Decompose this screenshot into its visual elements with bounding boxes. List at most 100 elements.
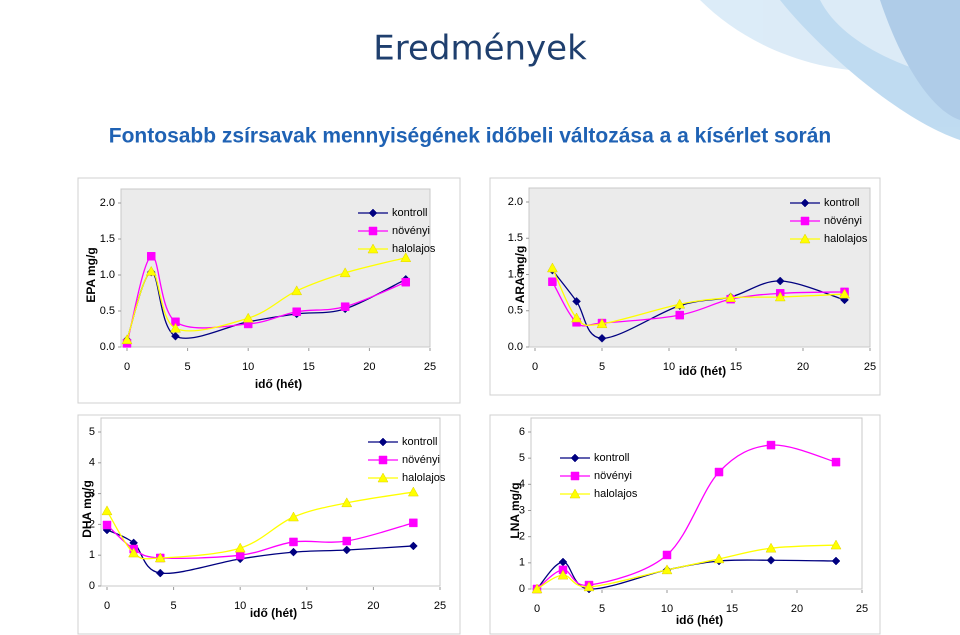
swoosh	[780, 0, 960, 140]
marker	[342, 536, 352, 546]
x-tick-label: 5	[185, 361, 191, 373]
y-tick-label: 6	[519, 426, 525, 438]
chart: 0 1 2 3 4 5 6 0 5 10 15 20 25 LNA mg/g idő (hét) kontro…	[489, 414, 881, 635]
marker	[400, 252, 412, 262]
legend-label: növényi	[392, 225, 430, 237]
legend-label: kontroll	[824, 197, 859, 209]
chart: 0.0 0.5 1.0 1.5 2.0 0 5 10 15 20 25 EPA mg/g idő (hé…	[77, 177, 461, 404]
x-tick-label: 5	[171, 600, 177, 612]
legend-entry: növényi	[790, 215, 862, 227]
marker	[407, 486, 419, 497]
y-axis-label: DHA mg/g	[80, 480, 94, 538]
marker	[340, 302, 350, 311]
x-tick-label: 15	[730, 361, 742, 373]
y-tick-label: 3	[89, 488, 95, 500]
legend-entry: halolajos	[358, 243, 436, 255]
marker	[774, 291, 786, 302]
marker	[155, 568, 165, 578]
marker	[674, 298, 686, 309]
x-tick-label: 0	[532, 361, 538, 373]
x-axis-label: idő (hét)	[676, 613, 723, 627]
legend-label: növényi	[402, 454, 440, 466]
marker	[368, 208, 378, 218]
y-tick-label: 0.0	[100, 341, 115, 353]
marker	[101, 505, 113, 516]
marker	[409, 541, 418, 551]
marker	[800, 198, 810, 208]
marker	[367, 243, 379, 254]
marker	[339, 267, 351, 278]
y-tick-label: 1.0	[508, 268, 523, 280]
legend-label: halolajos	[402, 472, 446, 484]
marker	[341, 497, 353, 508]
marker	[662, 550, 672, 560]
y-tick-label: 3	[519, 504, 525, 516]
legend-entry: növényi	[560, 470, 632, 482]
legend-entry: növényi	[368, 454, 440, 466]
y-tick-label: 1.5	[100, 233, 115, 245]
marker	[714, 467, 724, 477]
marker	[234, 542, 246, 553]
legend-label: kontroll	[594, 452, 629, 464]
marker	[546, 262, 558, 273]
marker	[409, 518, 418, 528]
y-tick-label: 0	[519, 583, 525, 595]
x-tick-label: 25	[864, 361, 876, 373]
marker	[831, 556, 841, 566]
marker	[765, 542, 777, 553]
x-tick-label: 10	[663, 361, 675, 373]
marker	[799, 233, 811, 244]
x-tick-label: 5	[599, 361, 605, 373]
y-tick-label: 2	[89, 518, 95, 530]
slide-subtitle: Fontosabb zsírsavak mennyiségének időbel…	[109, 125, 831, 148]
x-tick-label: 10	[242, 361, 254, 373]
y-tick-label: 0	[89, 580, 95, 592]
marker	[571, 312, 582, 323]
x-tick-label: 20	[367, 600, 379, 612]
marker	[775, 276, 785, 286]
marker	[342, 545, 352, 555]
x-axis-label: idő (hét)	[250, 606, 297, 620]
marker	[557, 569, 569, 580]
marker	[572, 296, 581, 306]
marker	[242, 312, 254, 323]
legend-entry: halolajos	[560, 488, 638, 500]
y-tick-label: 5	[89, 426, 95, 438]
marker	[121, 334, 133, 345]
x-tick-label: 0	[124, 361, 130, 373]
legend-entry: halolajos	[368, 472, 446, 484]
marker	[235, 550, 245, 560]
x-tick-label: 25	[856, 603, 868, 615]
legend-label: növényi	[594, 470, 632, 482]
marker	[128, 547, 140, 558]
marker	[145, 265, 157, 276]
marker	[377, 472, 389, 483]
x-tick-label: 15	[303, 361, 315, 373]
legend-entry: kontroll	[560, 452, 629, 464]
marker	[725, 292, 737, 302]
legend-entry: halolajos	[790, 233, 868, 245]
swoosh	[880, 0, 960, 120]
marker	[288, 511, 299, 522]
marker	[596, 318, 608, 329]
x-tick-label: 25	[434, 600, 446, 612]
marker	[766, 555, 776, 565]
marker	[675, 310, 684, 320]
legend-label: halolajos	[594, 488, 638, 500]
x-tick-label: 0	[534, 603, 540, 615]
y-tick-label: 0.0	[508, 341, 523, 353]
marker	[661, 564, 673, 575]
decoration	[700, 0, 960, 140]
legend-entry: kontroll	[358, 207, 427, 219]
y-tick-label: 0.5	[508, 305, 523, 317]
marker	[378, 455, 388, 465]
marker	[548, 277, 557, 286]
y-tick-label: 4	[519, 478, 525, 490]
x-tick-label: 25	[424, 361, 436, 373]
x-tick-label: 20	[791, 603, 803, 615]
legend-label: kontroll	[392, 207, 427, 219]
chart: 0 1 2 3 4 5 0 5 10 15 20 25 DHA mg/g idő (hét) kontrol…	[77, 414, 461, 635]
marker	[569, 488, 581, 499]
marker	[289, 547, 298, 557]
